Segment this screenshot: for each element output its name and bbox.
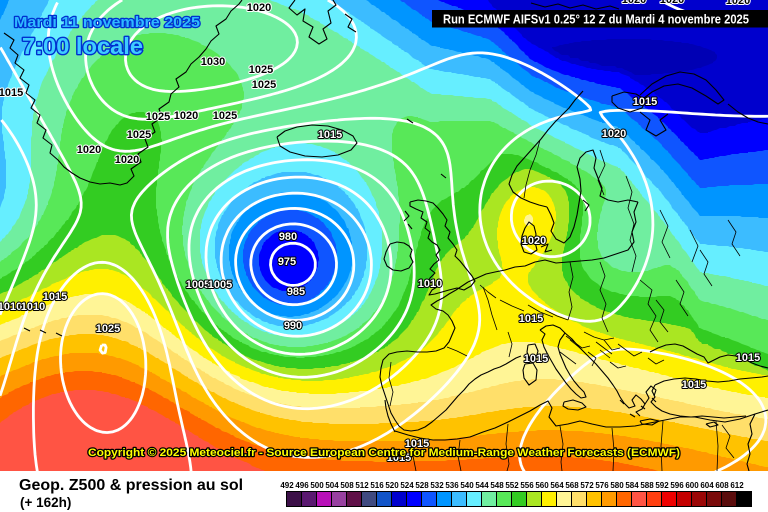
svg-text:1020: 1020 [174, 110, 198, 122]
svg-text:1030: 1030 [201, 56, 225, 68]
svg-text:1015: 1015 [736, 352, 760, 364]
svg-text:1020: 1020 [622, 0, 646, 6]
svg-text:975: 975 [278, 256, 296, 268]
svg-text:1015: 1015 [318, 129, 342, 141]
svg-text:1020: 1020 [660, 0, 684, 6]
svg-text:1020: 1020 [115, 154, 139, 166]
svg-text:1025: 1025 [252, 79, 276, 91]
svg-text:990: 990 [284, 320, 302, 332]
svg-text:1015: 1015 [519, 313, 543, 325]
svg-text:Copyright © 2025 Meteociel.fr: Copyright © 2025 Meteociel.fr - Source E… [88, 447, 680, 459]
svg-text:1015: 1015 [0, 87, 23, 99]
svg-text:1020: 1020 [522, 235, 546, 247]
svg-text:980: 980 [279, 231, 297, 243]
svg-text:1005: 1005 [186, 279, 210, 291]
svg-text:1015: 1015 [682, 379, 706, 391]
svg-text:1025: 1025 [127, 129, 151, 141]
svg-text:1015: 1015 [633, 96, 657, 108]
svg-text:1020: 1020 [726, 0, 750, 7]
svg-text:1015: 1015 [387, 452, 411, 464]
svg-text:1015: 1015 [524, 353, 548, 365]
svg-text:1025: 1025 [213, 110, 237, 122]
svg-text:1010: 1010 [418, 278, 442, 290]
svg-text:985: 985 [287, 286, 305, 298]
svg-text:1010: 1010 [0, 301, 22, 313]
svg-text:1005: 1005 [208, 279, 232, 291]
svg-text:1015: 1015 [43, 291, 67, 303]
svg-text:7:00 locale: 7:00 locale [22, 33, 143, 59]
svg-text:1020: 1020 [602, 128, 626, 140]
svg-text:1010: 1010 [21, 301, 45, 313]
svg-text:1020: 1020 [77, 144, 101, 156]
svg-text:1025: 1025 [249, 64, 273, 76]
svg-text:1020: 1020 [247, 2, 271, 14]
svg-text:1025: 1025 [96, 323, 120, 335]
svg-text:Run ECMWF AIFSv1 0.25° 12 Z du: Run ECMWF AIFSv1 0.25° 12 Z du Mardi 4 n… [443, 13, 749, 27]
svg-text:1015: 1015 [405, 438, 429, 450]
svg-text:Mardi 11 novembre 2025: Mardi 11 novembre 2025 [14, 15, 200, 31]
svg-text:1025: 1025 [146, 111, 170, 123]
